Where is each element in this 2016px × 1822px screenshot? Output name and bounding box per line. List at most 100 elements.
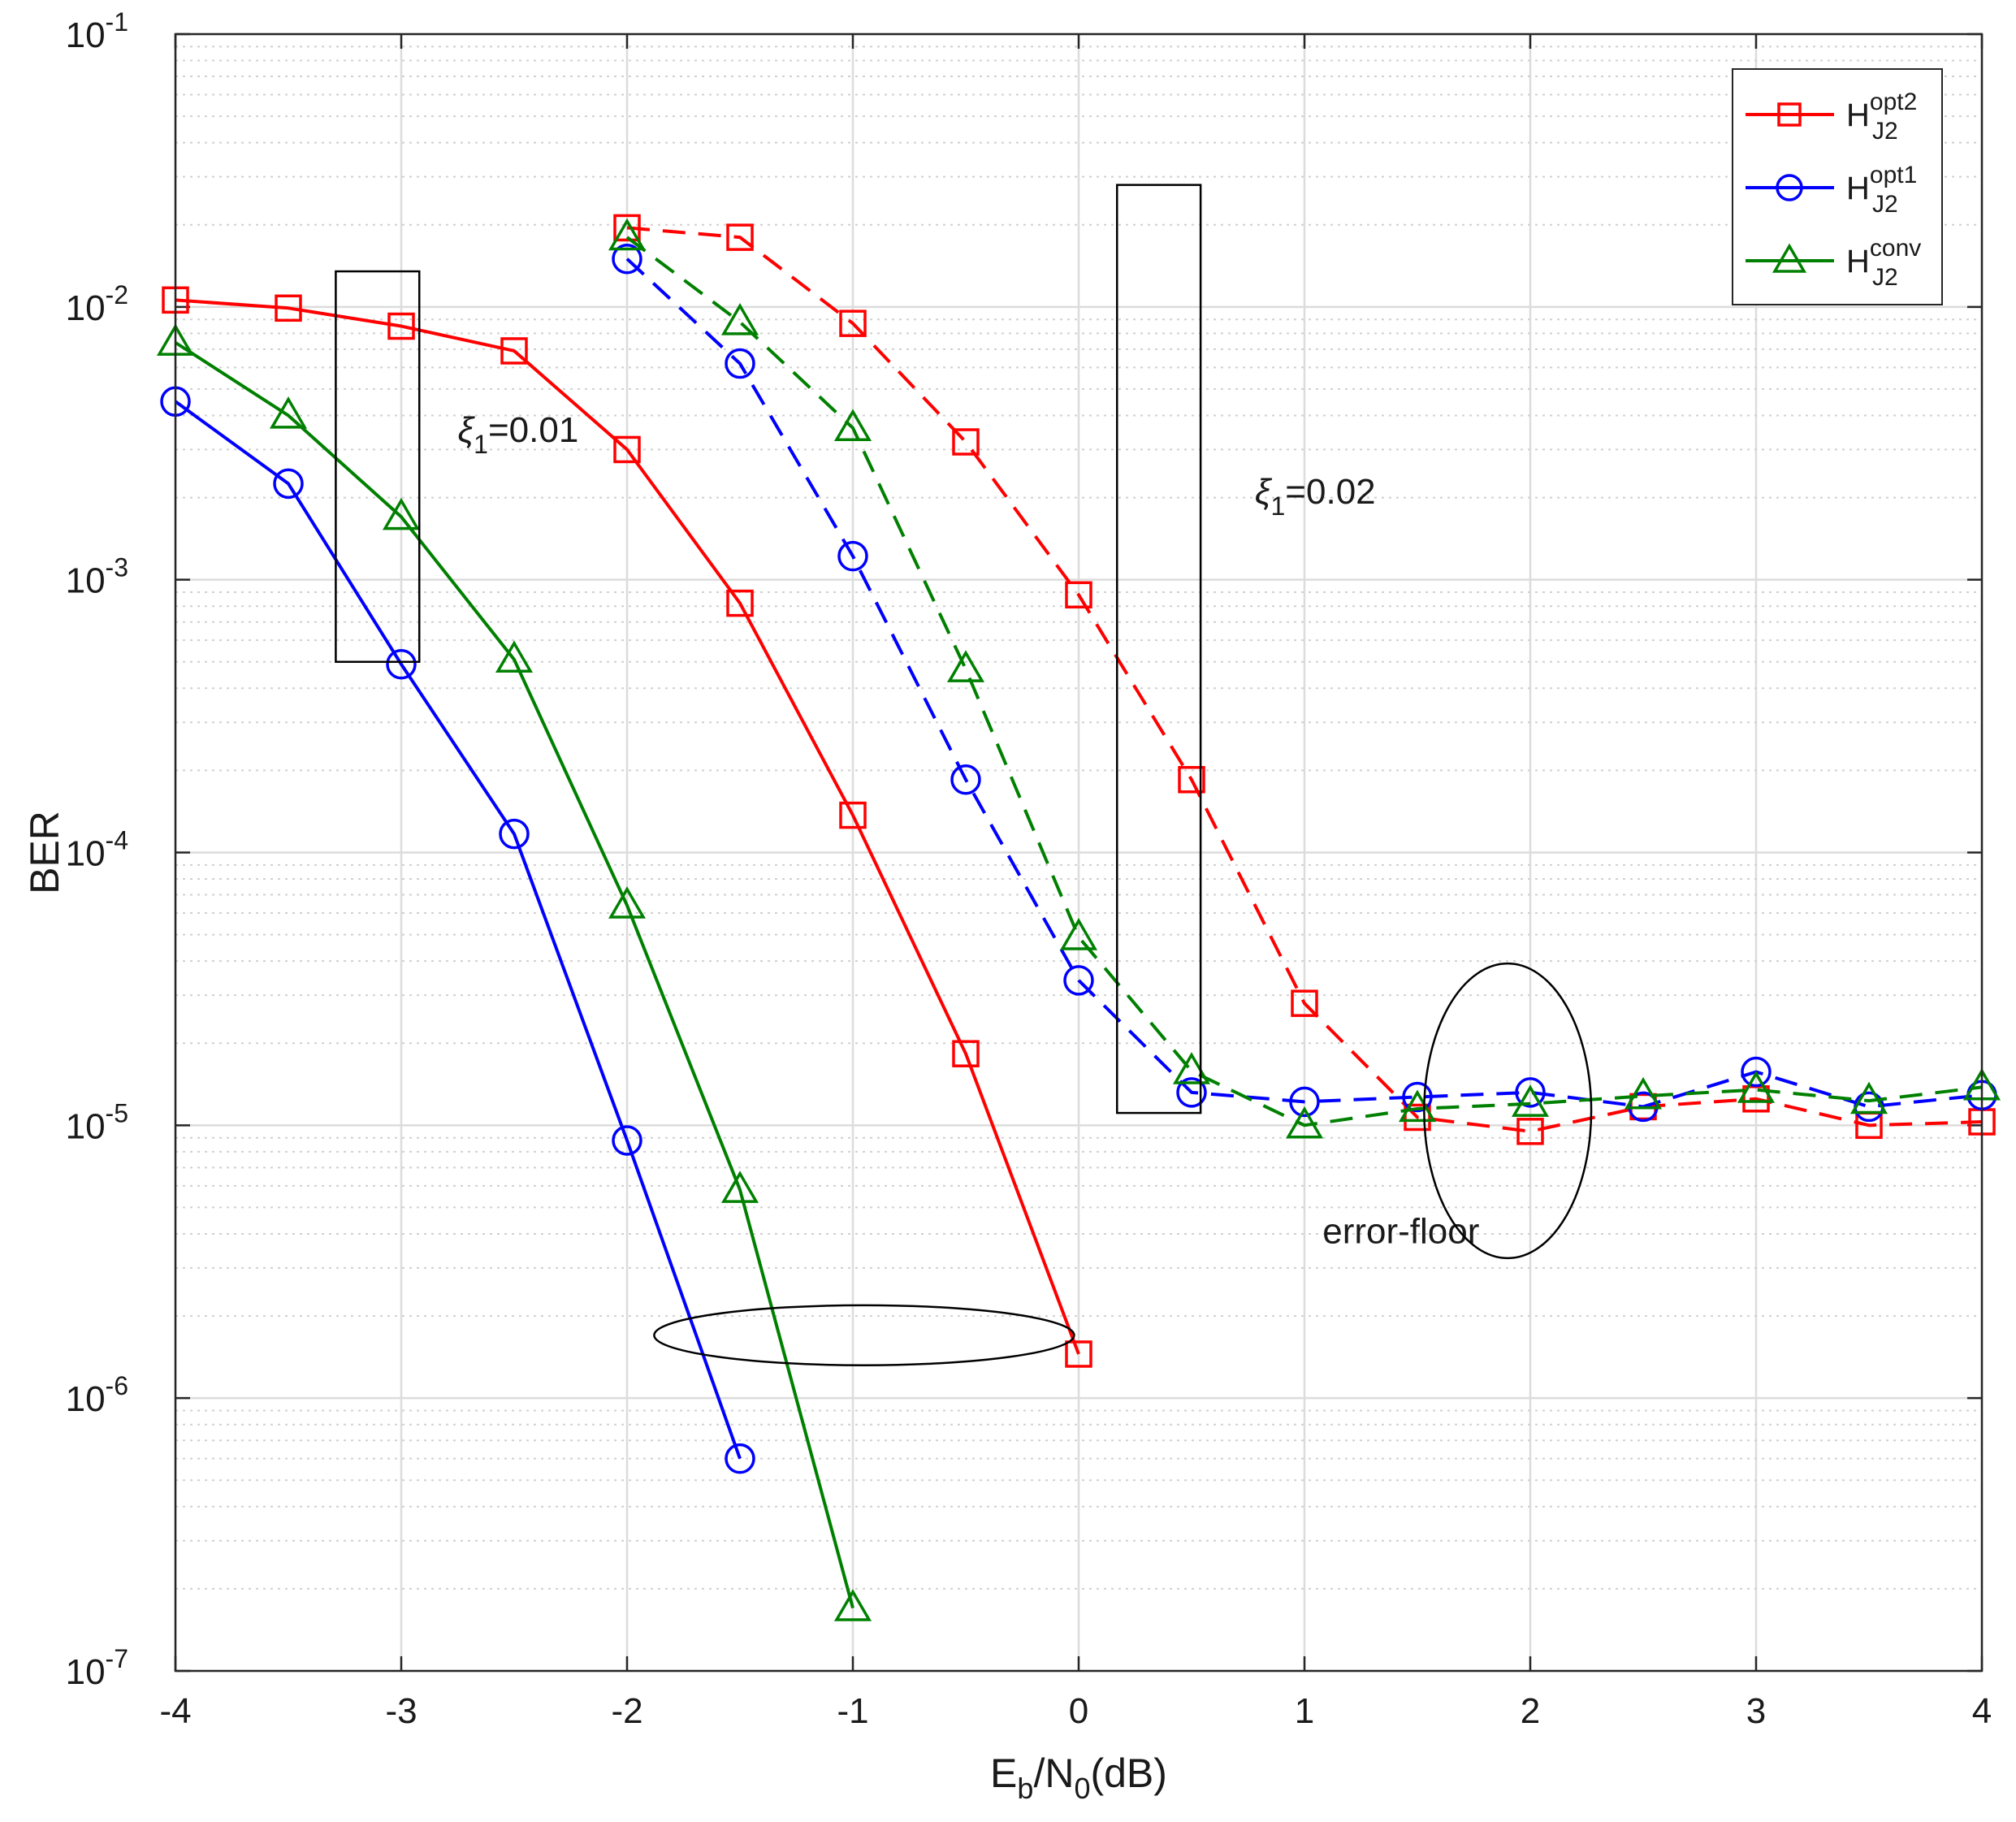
legend-entry-conv: Hconv J2 — [1746, 235, 1921, 291]
data-point-circle — [612, 243, 642, 275]
data-point-circle — [386, 648, 417, 680]
y-tick-label: 10-5 — [66, 1098, 128, 1146]
x-axis-ticks: -4 -3 -2 -1 0 1 2 3 4 — [159, 34, 1992, 1731]
legend-entry-opt2: Hopt2 J2 — [1746, 89, 1917, 145]
x-tick-label: -4 — [159, 1691, 191, 1731]
data-point-square — [1404, 1103, 1431, 1132]
data-point-circle — [1176, 1077, 1207, 1108]
data-point-circle — [725, 1443, 755, 1474]
data-point-triangle — [608, 218, 647, 251]
x-tick-label: -1 — [837, 1691, 868, 1731]
data-point-square — [275, 294, 302, 322]
series-3 — [613, 214, 1996, 1145]
x-tick-label: 2 — [1521, 1691, 1540, 1731]
data-point-square — [500, 337, 528, 365]
data-point-circle — [725, 348, 755, 379]
data-point-square — [839, 801, 867, 829]
data-point-square — [613, 214, 641, 242]
annotations: ξ1=0.01 ξ1=0.02 error-floor — [335, 184, 1593, 1366]
y-tick-label: 10-2 — [66, 280, 128, 328]
series-line — [174, 341, 854, 1609]
data-point-square — [387, 312, 415, 340]
legend-marker-shape — [1777, 102, 1802, 127]
data-point-square — [952, 428, 980, 456]
data-point-triangle — [1285, 1106, 1324, 1139]
plot-area-frame — [174, 32, 1984, 1673]
x-axis-label: Eb/N0(dB) — [990, 1751, 1167, 1805]
series-line — [625, 236, 1983, 1127]
series-0 — [162, 286, 1092, 1368]
xi-annotation: ξ1=0.02 — [1255, 472, 1376, 521]
data-point-triangle — [382, 497, 421, 530]
data-point-square — [1516, 1118, 1544, 1145]
data-point-triangle — [1059, 918, 1098, 950]
data-point-square — [1065, 1340, 1092, 1368]
data-point-triangle — [1511, 1084, 1550, 1117]
data-point-circle — [1402, 1081, 1433, 1113]
data-point-circle — [612, 1125, 642, 1156]
y-axis-label: BER — [22, 811, 67, 894]
annotation-ellipse — [653, 1304, 1075, 1366]
data-point-square — [839, 309, 867, 337]
data-point-triangle — [833, 409, 872, 441]
series-2 — [156, 323, 872, 1621]
annotation-ellipse — [1423, 962, 1593, 1260]
data-point-triangle — [720, 302, 759, 335]
xi-annotation: ξ1=0.01 — [458, 410, 579, 459]
y-tick-label: 10-3 — [66, 553, 128, 601]
data-point-triangle — [1624, 1076, 1663, 1110]
series-line — [626, 226, 1983, 1133]
grid — [174, 32, 1984, 1673]
y-tick-label: 10-6 — [66, 1371, 128, 1419]
data-point-square — [1291, 989, 1318, 1017]
data-point-circle — [837, 540, 868, 572]
data-point-square — [726, 223, 754, 251]
error-floor-label: error-floor — [1322, 1211, 1479, 1251]
x-tick-label: -3 — [385, 1691, 417, 1731]
data-point-triangle — [1398, 1089, 1437, 1123]
data-point-square — [726, 589, 754, 617]
legend-marker-square — [1777, 102, 1802, 127]
series-layer — [156, 214, 2001, 1621]
legend-marker-shape — [1772, 243, 1807, 273]
x-tick-label: 3 — [1746, 1691, 1766, 1731]
series-line — [174, 400, 742, 1460]
legend: Hopt2 J2 Hopt1 J2 Hconv J2 — [1732, 68, 1943, 305]
data-point-triangle — [608, 886, 647, 919]
data-point-triangle — [495, 640, 534, 673]
y-tick-label: 10-4 — [66, 826, 128, 874]
data-point-triangle — [946, 650, 985, 682]
legend-marker-triangle — [1772, 243, 1807, 273]
data-point-circle — [950, 764, 981, 795]
annotation-box — [1116, 184, 1202, 1114]
data-point-circle — [1515, 1077, 1546, 1108]
legend-entry-opt1: Hopt1 J2 — [1746, 162, 1917, 218]
series-5 — [608, 218, 2001, 1139]
data-point-circle — [1289, 1086, 1320, 1118]
data-point-circle — [1741, 1056, 1772, 1088]
x-tick-label: -2 — [611, 1691, 642, 1731]
y-tick-label: 10-1 — [66, 7, 128, 55]
x-tick-label: 1 — [1295, 1691, 1314, 1731]
legend-label-opt1: Hopt1 J2 — [1846, 162, 1917, 218]
x-tick-label: 0 — [1069, 1691, 1088, 1731]
legend-marker-circle — [1776, 174, 1803, 201]
legend-label-opt2: Hopt2 J2 — [1846, 89, 1917, 145]
data-point-circle — [1063, 965, 1094, 996]
y-tick-label: 10-7 — [66, 1644, 128, 1692]
legend-marker-shape — [1776, 174, 1803, 201]
data-point-triangle — [1849, 1081, 1888, 1114]
data-point-triangle — [833, 1589, 872, 1621]
data-point-square — [1178, 766, 1205, 794]
annotation-box — [335, 270, 421, 664]
series-line — [175, 298, 1080, 1355]
legend-label-conv: Hconv J2 — [1846, 235, 1921, 291]
data-point-square — [1065, 581, 1092, 609]
data-point-triangle — [720, 1171, 759, 1203]
data-point-square — [952, 1040, 980, 1067]
x-tick-label: 4 — [1972, 1691, 1992, 1731]
y-axis-ticks: 10-7 10-6 10-5 10-4 10-3 10-2 10-1 — [66, 7, 1982, 1692]
data-point-triangle — [269, 396, 308, 429]
data-point-circle — [273, 468, 304, 500]
